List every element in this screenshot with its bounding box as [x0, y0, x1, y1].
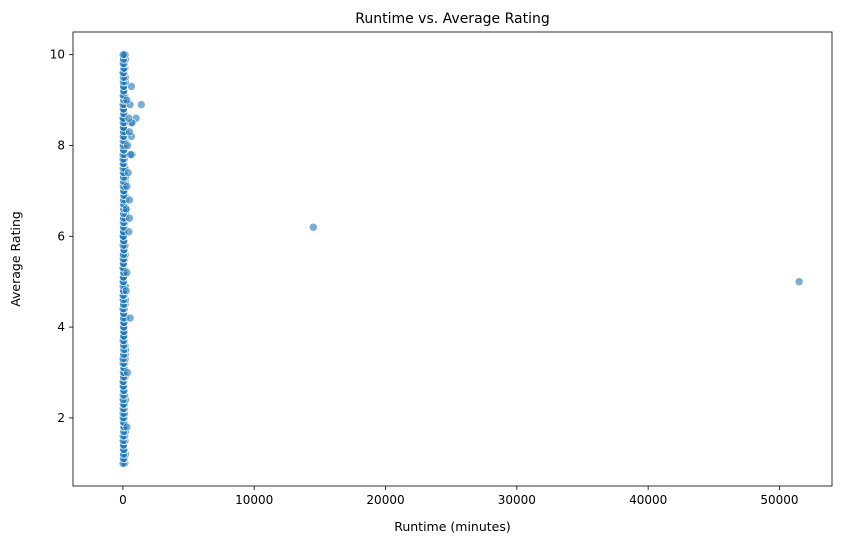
x-tick-label: 40000	[629, 493, 667, 507]
x-axis-ticks: 0 10000 20000 30000 40000 50000	[119, 486, 799, 507]
x-axis-label: Runtime (minutes)	[394, 519, 511, 534]
scatter-point	[124, 227, 134, 237]
y-tick-label: 10	[50, 48, 65, 62]
scatter-point	[125, 195, 134, 205]
plot-frame	[72, 31, 833, 487]
y-axis-label: Average Rating	[8, 211, 23, 307]
x-tick-label: 30000	[498, 493, 536, 507]
scatter-point	[123, 168, 133, 178]
x-tick-label: 0	[119, 493, 127, 507]
scatter-point	[126, 150, 136, 159]
x-tick-label: 20000	[366, 493, 404, 507]
x-tick-label: 10000	[235, 493, 273, 507]
scatter-point	[136, 100, 146, 109]
chart-title: Runtime vs. Average Rating	[355, 11, 549, 27]
y-axis-ticks: 2 4 6 8 10	[50, 48, 73, 425]
y-tick-label: 4	[57, 320, 65, 334]
scatter-point	[123, 368, 132, 377]
scatter-point	[122, 95, 132, 105]
scatter-point	[122, 182, 132, 191]
scatter-point	[123, 141, 132, 150]
scatter-point	[794, 277, 804, 287]
scatter-point	[121, 286, 131, 296]
scatter-point	[127, 82, 136, 91]
scatter-point	[125, 313, 135, 323]
y-tick-label: 6	[57, 229, 65, 243]
scatter-point	[121, 204, 131, 214]
scatter-marks	[118, 50, 804, 468]
scatter-point	[125, 127, 134, 137]
scatter-point	[122, 268, 132, 277]
scatter-point	[125, 213, 134, 223]
scatter-point	[309, 222, 318, 232]
scatter-point	[118, 50, 128, 60]
scatter-point	[124, 113, 134, 123]
y-tick-label: 8	[57, 139, 65, 153]
y-tick-label: 2	[57, 411, 65, 425]
scatter-point	[122, 422, 132, 432]
axes	[72, 31, 833, 487]
x-tick-label: 50000	[760, 493, 798, 507]
